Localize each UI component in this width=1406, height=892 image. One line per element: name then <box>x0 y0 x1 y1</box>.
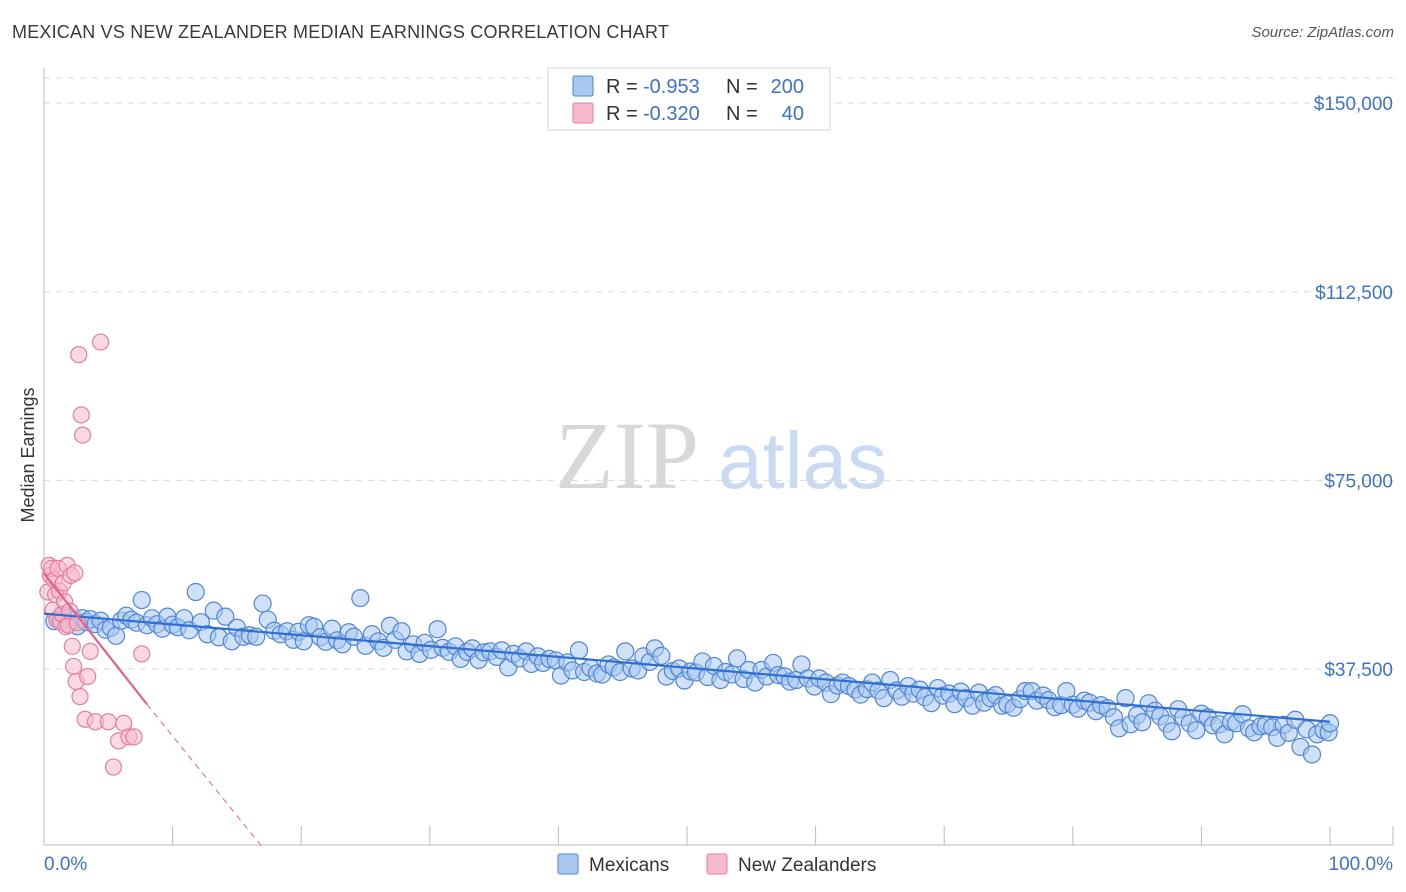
y-tick-label-0: $37,500 <box>1324 660 1393 681</box>
nz-point-27[interactable] <box>73 426 92 444</box>
nz-point-38[interactable] <box>125 728 143 746</box>
x-tick-label-min: 0.0% <box>44 854 87 875</box>
legend-n-label-1: N = <box>726 76 758 98</box>
nz-point-30[interactable] <box>81 642 99 660</box>
nz-point-24[interactable] <box>70 346 88 364</box>
legend-r-label-1: R = <box>606 76 638 98</box>
mexicans-point-34[interactable] <box>216 607 235 626</box>
mexicans-point-195[interactable] <box>1162 722 1181 741</box>
nz-point-26[interactable] <box>72 406 90 424</box>
mexicans-point-199[interactable] <box>1187 721 1206 740</box>
mexicans-point-190[interactable] <box>1133 713 1152 732</box>
nz-point-32[interactable] <box>91 333 110 351</box>
nz-point-34[interactable] <box>104 758 123 776</box>
nz-point-19[interactable] <box>63 637 81 655</box>
y-tick-label-2: $112,500 <box>1315 283 1393 304</box>
legend-n-label-2: N = <box>726 103 758 125</box>
legend-box <box>547 67 831 131</box>
legend-swatch-new-zealanders-bottom[interactable] <box>706 853 728 875</box>
mexicans-point-187[interactable] <box>1116 689 1135 708</box>
mexicans-point-219[interactable] <box>1302 745 1322 764</box>
legend-label-mexicans[interactable]: Mexicans <box>589 855 669 876</box>
legend-n-value-2: 40 <box>782 103 804 125</box>
nz-point-21[interactable] <box>66 564 84 582</box>
mexicans-point-64[interactable] <box>392 622 411 641</box>
chart-title: MEXICAN VS NEW ZEALANDER MEDIAN EARNINGS… <box>12 22 670 42</box>
watermark-atlas: atlas <box>718 416 887 505</box>
nz-point-29[interactable] <box>79 667 97 686</box>
mexicans-trend-line <box>43 612 1331 723</box>
legend-n-value-1: 200 <box>771 76 804 98</box>
mexicans-point-94[interactable] <box>569 641 589 660</box>
mexicans-point-40[interactable] <box>253 594 272 613</box>
mexicans-point-47[interactable] <box>294 632 313 651</box>
watermark-zip: ZIP <box>555 402 699 509</box>
legend-r-value-1: -0.953 <box>643 76 700 98</box>
nz-point-33[interactable] <box>99 713 117 731</box>
mexicans-point-57[interactable] <box>351 588 370 608</box>
axes <box>43 68 1394 846</box>
data-points <box>39 333 1340 776</box>
legend-label-new-zealanders[interactable]: New Zealanders <box>738 855 876 876</box>
legend-swatch-new-zealanders <box>572 102 594 124</box>
legend-swatch-mexicans <box>572 75 594 97</box>
nz-trend-extension <box>146 703 264 848</box>
mexicans-point-223[interactable] <box>1320 714 1340 733</box>
nz-trend-line <box>43 572 148 705</box>
series-legend: Mexicans New Zealanders <box>557 853 876 876</box>
mexicans-point-14[interactable] <box>106 626 126 645</box>
legend-swatch-mexicans-bottom[interactable] <box>557 853 579 875</box>
x-tick-label-max: 100.0% <box>1329 854 1394 875</box>
source-label: Source: ZipAtlas.com <box>1251 24 1394 41</box>
mexicans-point-102[interactable] <box>616 642 635 661</box>
y-tick-label-1: $75,000 <box>1324 471 1393 492</box>
legend-r-label-2: R = <box>606 103 638 125</box>
y-tick-labels: $37,500 $75,000 $112,500 $150,000 <box>1314 94 1393 681</box>
y-axis-title: Median Earnings <box>18 387 38 522</box>
nz-point-25[interactable] <box>71 688 89 706</box>
mexicans-point-121[interactable] <box>728 649 747 668</box>
grid-lines <box>44 77 1393 670</box>
mexicans-point-19[interactable] <box>132 590 151 610</box>
mexicans-point-70[interactable] <box>428 620 447 639</box>
trend-lines <box>43 572 1331 848</box>
nz-point-39[interactable] <box>133 645 151 663</box>
legend-r-value-2: -0.320 <box>643 103 700 125</box>
nz-point-20[interactable] <box>64 657 83 676</box>
mexicans-point-29[interactable] <box>186 582 205 602</box>
correlation-legend: R = -0.953 N = 200 R = -0.320 N = 40 <box>547 67 831 131</box>
y-tick-label-3: $150,000 <box>1314 94 1393 115</box>
mexicans-point-108[interactable] <box>652 646 671 665</box>
